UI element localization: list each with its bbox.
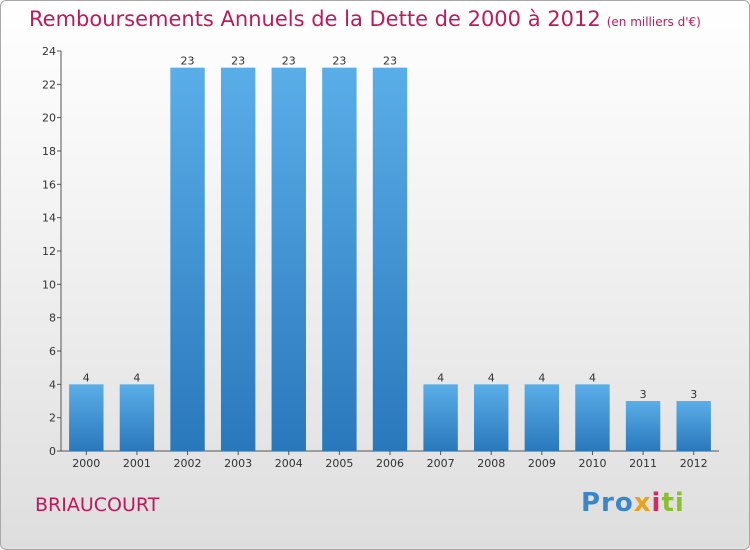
x-tick-label: 2000 — [72, 457, 100, 470]
bar — [474, 384, 509, 451]
x-tick-label: 2008 — [477, 457, 505, 470]
y-tick-label: 14 — [42, 212, 56, 225]
bar — [524, 384, 560, 451]
x-tick-label: 2012 — [680, 457, 708, 470]
bar-value-label: 23 — [332, 55, 346, 68]
logo-part-3: i — [651, 488, 662, 518]
bar-value-label: 4 — [488, 371, 495, 384]
y-tick-label: 0 — [49, 445, 56, 458]
bar-value-label: 23 — [231, 55, 245, 68]
y-tick-label: 4 — [49, 378, 56, 391]
bar — [69, 384, 104, 451]
y-tick-label: 22 — [42, 78, 56, 91]
y-tick-label: 2 — [49, 412, 56, 425]
bar — [372, 67, 408, 452]
bar — [119, 384, 155, 451]
y-tick-label: 8 — [49, 312, 56, 325]
chart-subtitle: (en milliers d'€) — [606, 15, 701, 29]
bar-value-label: 4 — [83, 371, 90, 384]
x-tick-label: 2003 — [224, 457, 252, 470]
x-tick-label: 2011 — [629, 457, 657, 470]
y-tick-label: 16 — [42, 178, 56, 191]
y-tick-label: 18 — [42, 145, 56, 158]
y-tick-label: 12 — [42, 245, 56, 258]
proxiti-logo: Proxiti — [581, 488, 685, 518]
y-tick-label: 6 — [49, 345, 56, 358]
x-tick-label: 2004 — [275, 457, 303, 470]
x-tick-label: 2006 — [376, 457, 404, 470]
bar-value-label: 3 — [640, 388, 647, 401]
x-tick-label: 2010 — [578, 457, 606, 470]
bar-value-label: 23 — [181, 55, 195, 68]
bar-value-label: 4 — [437, 371, 444, 384]
bar-value-label: 4 — [589, 371, 596, 384]
bar — [423, 384, 458, 451]
logo-part-2: x — [633, 488, 652, 518]
bar — [170, 67, 205, 452]
bar — [220, 67, 256, 452]
logo-part-1: Pro — [581, 488, 634, 518]
bar — [625, 401, 661, 451]
bar-value-label: 23 — [383, 55, 397, 68]
bar — [322, 67, 357, 452]
x-tick-label: 2001 — [123, 457, 151, 470]
x-tick-label: 2007 — [427, 457, 455, 470]
chart-title: Remboursements Annuels de la Dette de 20… — [29, 7, 701, 31]
bar — [676, 401, 711, 451]
bar — [575, 384, 610, 451]
chart-bars: 4 4 23 23 23 23 23 4 4 4 4 3 3 — [69, 55, 711, 452]
bar-value-label: 4 — [538, 371, 545, 384]
y-tick-label: 24 — [42, 45, 56, 58]
y-tick-label: 20 — [42, 112, 56, 125]
y-tick-label: 10 — [42, 278, 56, 291]
bar-value-label: 23 — [282, 55, 296, 68]
chart-title-text: Remboursements Annuels de la Dette de 20… — [29, 7, 601, 31]
bar-value-label: 3 — [690, 388, 697, 401]
logo-part-4: ti — [661, 488, 685, 518]
bar — [271, 67, 306, 452]
bar-value-label: 4 — [133, 371, 140, 384]
x-tick-label: 2005 — [325, 457, 353, 470]
x-tick-label: 2009 — [528, 457, 556, 470]
x-tick-label: 2002 — [174, 457, 202, 470]
commune-name: BRIAUCOURT — [35, 494, 160, 516]
